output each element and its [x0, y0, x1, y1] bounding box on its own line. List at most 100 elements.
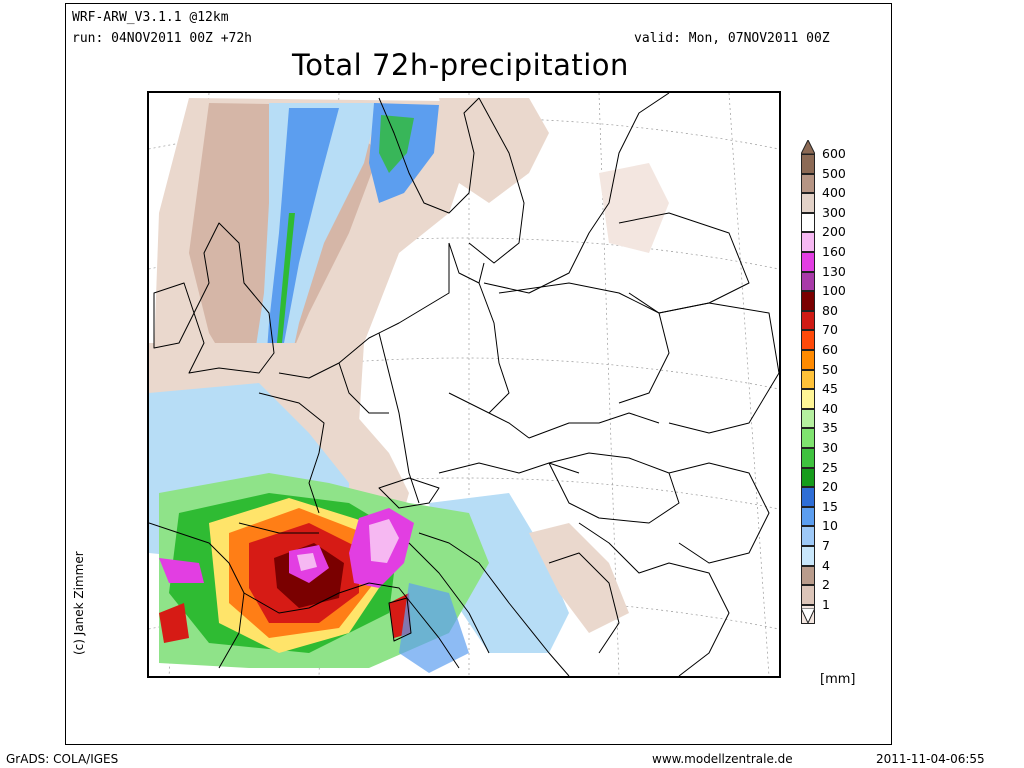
legend-level-label: 80 [822, 302, 838, 318]
legend-swatch [801, 546, 815, 566]
green-norway [379, 115, 414, 173]
legend-swatch [801, 428, 815, 448]
valid-label: valid: Mon, 07NOV2011 00Z [634, 31, 830, 46]
footer-website[interactable]: www.modellzentrale.de [652, 752, 793, 766]
legend-swatch [801, 448, 815, 468]
legend-level-label: 40 [822, 400, 838, 416]
legend-swatch [801, 252, 815, 272]
legend-level-label: 60 [822, 342, 838, 357]
pink-alps [369, 519, 399, 563]
legend-level-label: 45 [822, 381, 838, 397]
legend-swatch [801, 369, 815, 390]
legend-swatch [801, 291, 815, 311]
legend-level-label: 25 [822, 459, 838, 475]
legend-level-label: 200 [822, 224, 846, 240]
legend-level-label: 35 [822, 420, 838, 436]
legend-level-label: 100 [822, 283, 846, 299]
precip-field-south [149, 343, 629, 673]
legend-level-label: 15 [822, 498, 838, 514]
legend-level-label: 30 [822, 440, 838, 455]
border-hu [548, 452, 680, 524]
border-ro [668, 462, 770, 564]
border-ch [378, 477, 440, 509]
blue-field-south [399, 583, 469, 673]
coast-iberia [149, 522, 245, 669]
coast-ireland [153, 282, 195, 349]
country-borders [149, 93, 779, 676]
border-de-pl [478, 282, 510, 414]
border-by [618, 212, 750, 314]
coast-italy [368, 582, 460, 669]
legend-swatch [801, 271, 815, 292]
legend-level-label: 50 [822, 361, 838, 377]
legend-swatch [801, 330, 815, 350]
legend-arrow-top [801, 140, 815, 154]
legend-swatch [801, 154, 815, 174]
border-pl-east [498, 282, 670, 404]
author-credit: (c) Janek Zimmer [72, 551, 86, 655]
coast-italy-east [408, 542, 490, 654]
coast-adriatic [418, 532, 570, 676]
legend-level-label: 130 [822, 263, 846, 279]
legend-swatch [801, 408, 815, 429]
coast-baltic [483, 93, 670, 294]
border-be-nl [338, 362, 389, 414]
legend-swatch [801, 526, 815, 546]
legend-swatch [801, 173, 815, 194]
legend-swatch [801, 350, 815, 370]
coast-norway [378, 97, 480, 214]
precipitation-map [147, 91, 781, 678]
legend-level-label: 160 [822, 244, 846, 259]
legend-level-label: 2 [822, 577, 830, 593]
map-title: Total 72h-precipitation [292, 48, 629, 82]
legend-unit: [mm] [820, 672, 856, 687]
run-label: run: 04NOV2011 00Z +72h [72, 31, 253, 46]
legend-level-label: 300 [822, 204, 846, 220]
magenta-spain [159, 558, 204, 583]
legend-level-label: 4 [822, 557, 830, 573]
legend-swatch [801, 487, 815, 507]
border-cz-sk [528, 412, 660, 439]
legend-level-label: 7 [822, 538, 830, 553]
legend-swatch [801, 565, 815, 586]
legend-swatch [801, 467, 815, 488]
legend-swatch [801, 193, 815, 213]
map-canvas [149, 93, 779, 676]
coast-sweden [468, 97, 525, 264]
legend-level-label: 400 [822, 185, 846, 201]
legend-level-label: 1 [822, 596, 830, 612]
legend-level-label: 20 [822, 479, 838, 495]
model-label: WRF-ARW_V3.1.1 @12km [72, 10, 229, 25]
legend-swatch [801, 310, 815, 331]
border-fr-de [378, 332, 420, 504]
footer-timestamp: 2011-11-04-06:55 [876, 752, 985, 766]
border-de-cz [448, 392, 530, 439]
coast-britain [188, 222, 275, 374]
legend-level-label: 600 [822, 146, 846, 161]
coast-denmark [448, 242, 485, 284]
coast-france-west [258, 392, 325, 514]
legend-level-label: 500 [822, 165, 846, 181]
border-ua [658, 302, 779, 434]
legend-swatch [801, 389, 815, 409]
legend-level-label: 70 [822, 322, 838, 338]
green-streak [276, 213, 295, 353]
border-yu [548, 552, 620, 654]
border-balkans [578, 522, 730, 676]
red-spain [159, 603, 189, 643]
border-fr-es [238, 522, 319, 534]
coast-gulf-lion [243, 582, 370, 614]
legend-level-label: 10 [822, 518, 838, 534]
legend-swatch [801, 506, 815, 527]
figure-frame [65, 3, 892, 745]
coast-northsea [278, 243, 450, 379]
legend-swatch [801, 585, 815, 605]
legend-arrow-bottom [801, 608, 815, 624]
legend-swatch [801, 212, 815, 233]
tan-field-balkan [529, 523, 629, 633]
tan-baltic [599, 163, 669, 253]
legend-swatch [801, 232, 815, 252]
border-at [438, 462, 580, 474]
pink-field [297, 553, 317, 571]
footer-grads: GrADS: COLA/IGES [6, 752, 119, 766]
